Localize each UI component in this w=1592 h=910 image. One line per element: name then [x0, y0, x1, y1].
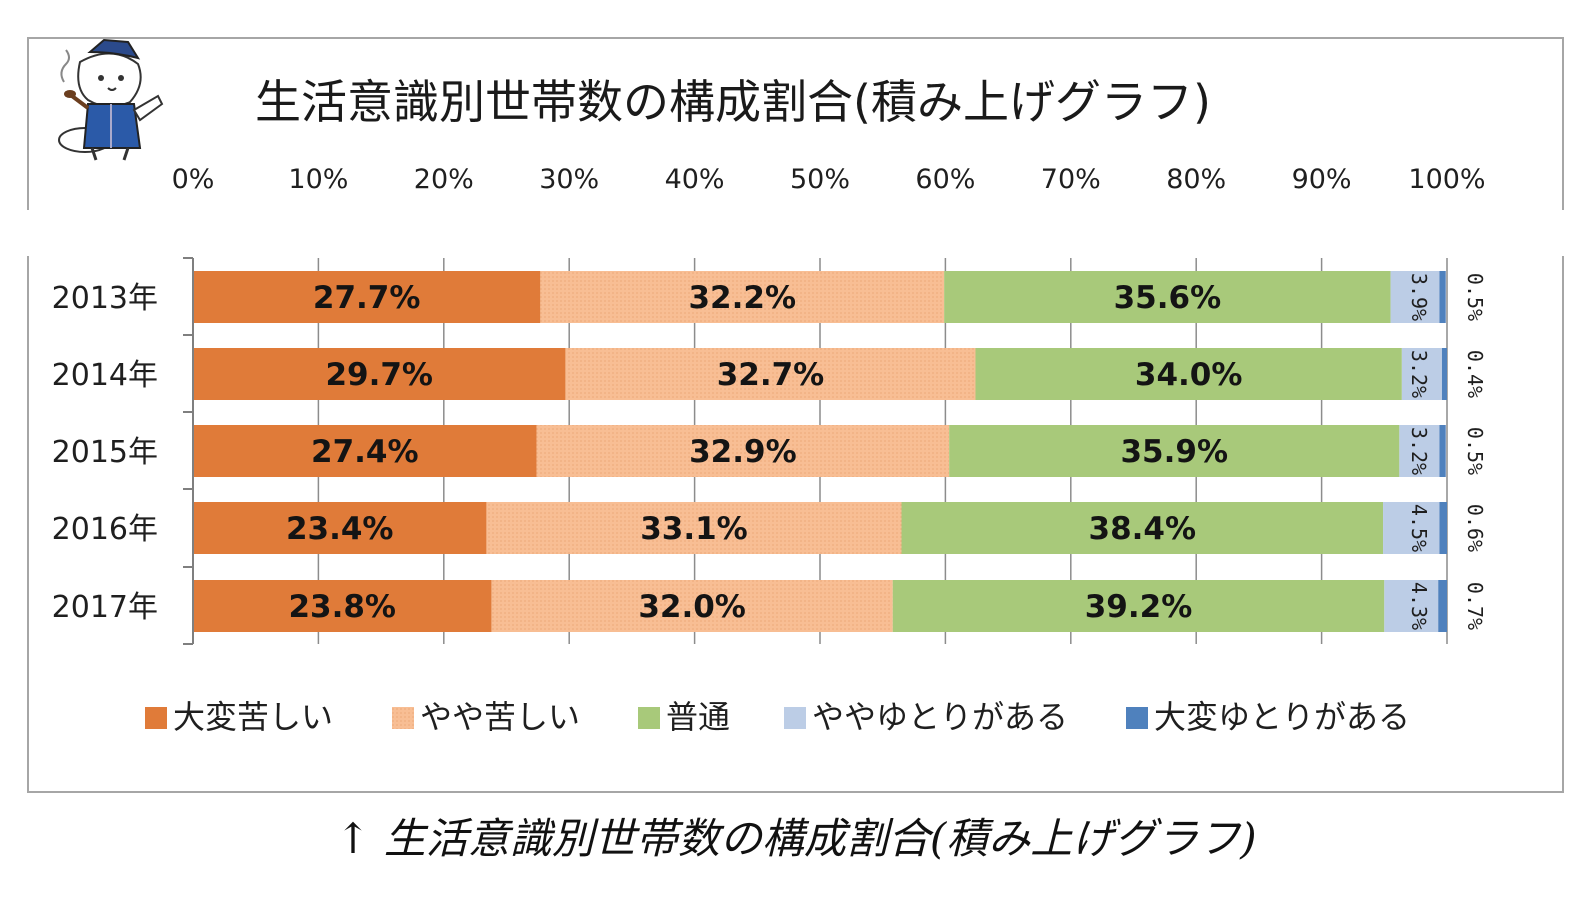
bar-segment: [892, 580, 1385, 632]
legend-swatch: [145, 707, 167, 729]
data-label: 4.3%: [1407, 582, 1431, 630]
bar-segment: [1390, 271, 1440, 323]
x-tick-label: 10%: [288, 164, 348, 195]
data-label: 32.0%: [638, 589, 746, 625]
data-label: 23.8%: [288, 589, 396, 625]
bar-segment: [944, 271, 1391, 323]
legend-swatch: [1126, 707, 1148, 729]
chart-title: 生活意識別世帯数の構成割合(積み上げグラフ): [255, 75, 1211, 129]
data-label: 29.7%: [325, 357, 433, 393]
legend-label: 大変ゆとりがある: [1154, 698, 1410, 736]
data-labels: 27.7% 32.2% 35.6% 3.9% 0.5% 29.7% 32.7% 34.0% 3.…: [286, 273, 1487, 630]
data-label: 39.2%: [1085, 589, 1193, 625]
y-tick-label: 2016年: [52, 512, 158, 547]
data-label: 0.6%: [1463, 504, 1487, 552]
legend-label: 普通: [666, 698, 730, 736]
y-axis-labels: 2013年 2014年 2015年 2016年 2017年: [52, 281, 158, 625]
data-label: 0.4%: [1463, 350, 1487, 398]
bar-segment: [1439, 271, 1446, 323]
x-axis-ticks: 0% 10% 20% 30% 40% 50% 60% 70% 80% 90% 100%: [172, 164, 1486, 195]
y-tick-label: 2017年: [52, 590, 158, 625]
bar-segment: [486, 502, 902, 554]
chart-frame: [27, 37, 1564, 793]
stacked-bar-chart: 生活意識別世帯数の構成割合(積み上げグラフ) 0% 10% 20% 30% 40% 50%…: [52, 38, 1487, 736]
x-tick-label: 40%: [665, 164, 725, 195]
x-tick-label: 80%: [1166, 164, 1226, 195]
data-label: 35.9%: [1120, 434, 1228, 470]
bar-segment: [193, 502, 487, 554]
bar-segment: [193, 580, 492, 632]
data-label: 4.5%: [1407, 504, 1431, 552]
legend-swatch: [784, 707, 806, 729]
bar-segment: [536, 425, 950, 477]
bar-segment: [1439, 425, 1446, 477]
data-label: 34.0%: [1135, 357, 1243, 393]
bars: [193, 271, 1447, 632]
bar-segment: [1439, 502, 1447, 554]
legend: 大変苦しい やや苦しい 普通 ややゆとりがある 大変ゆとりがある: [145, 698, 1410, 736]
data-label: 3.2%: [1407, 350, 1431, 398]
x-tick-label: 70%: [1041, 164, 1101, 195]
mascot-icon: [58, 38, 164, 161]
bar-segment: [1383, 502, 1440, 554]
x-tick-label: 60%: [915, 164, 975, 195]
bar-segment: [901, 502, 1384, 554]
legend-swatch: [392, 707, 414, 729]
bar-segment: [565, 348, 976, 400]
frame-gap: [20, 210, 1580, 256]
bar-segment: [193, 425, 537, 477]
figure-caption: ↑ 生活意識別世帯数の構成割合(積み上げグラフ): [335, 814, 1257, 863]
x-tick-label: 20%: [414, 164, 474, 195]
x-tick-label: 90%: [1292, 164, 1352, 195]
bar-segment: [491, 580, 893, 632]
bar-segment: [193, 348, 566, 400]
data-label: 27.7%: [313, 280, 421, 316]
bar-segment: [1399, 425, 1440, 477]
y-tick-label: 2014年: [52, 358, 158, 393]
data-label: 33.1%: [640, 511, 748, 547]
y-tick-label: 2013年: [52, 281, 158, 316]
data-label: 32.9%: [689, 434, 797, 470]
bar-segment: [1384, 580, 1439, 632]
data-label: 23.4%: [286, 511, 394, 547]
bar-segment: [540, 271, 945, 323]
legend-swatch: [638, 707, 660, 729]
bar-segment: [193, 271, 541, 323]
data-label: 32.2%: [688, 280, 796, 316]
data-label: 32.7%: [717, 357, 825, 393]
x-tick-label: 30%: [539, 164, 599, 195]
data-label: 38.4%: [1089, 511, 1197, 547]
data-label: 3.9%: [1407, 273, 1431, 321]
data-label: 0.5%: [1463, 427, 1487, 475]
x-tick-label: 50%: [790, 164, 850, 195]
legend-label: やや苦しい: [420, 698, 580, 736]
data-label: 0.7%: [1463, 582, 1487, 630]
bar-segment: [949, 425, 1400, 477]
x-tick-label: 100%: [1408, 164, 1485, 195]
data-label: 35.6%: [1114, 280, 1222, 316]
legend-label: 大変苦しい: [173, 698, 333, 736]
bar-segment: [1401, 348, 1442, 400]
data-label: 3.2%: [1407, 427, 1431, 475]
y-tick-label: 2015年: [52, 435, 158, 470]
bar-segment: [1441, 348, 1447, 400]
legend-label: ややゆとりがある: [812, 698, 1068, 736]
bar-segment: [975, 348, 1402, 400]
data-label: 27.4%: [311, 434, 419, 470]
x-tick-label: 0%: [172, 164, 215, 195]
data-label: 0.5%: [1463, 273, 1487, 321]
bar-segment: [1438, 580, 1447, 632]
